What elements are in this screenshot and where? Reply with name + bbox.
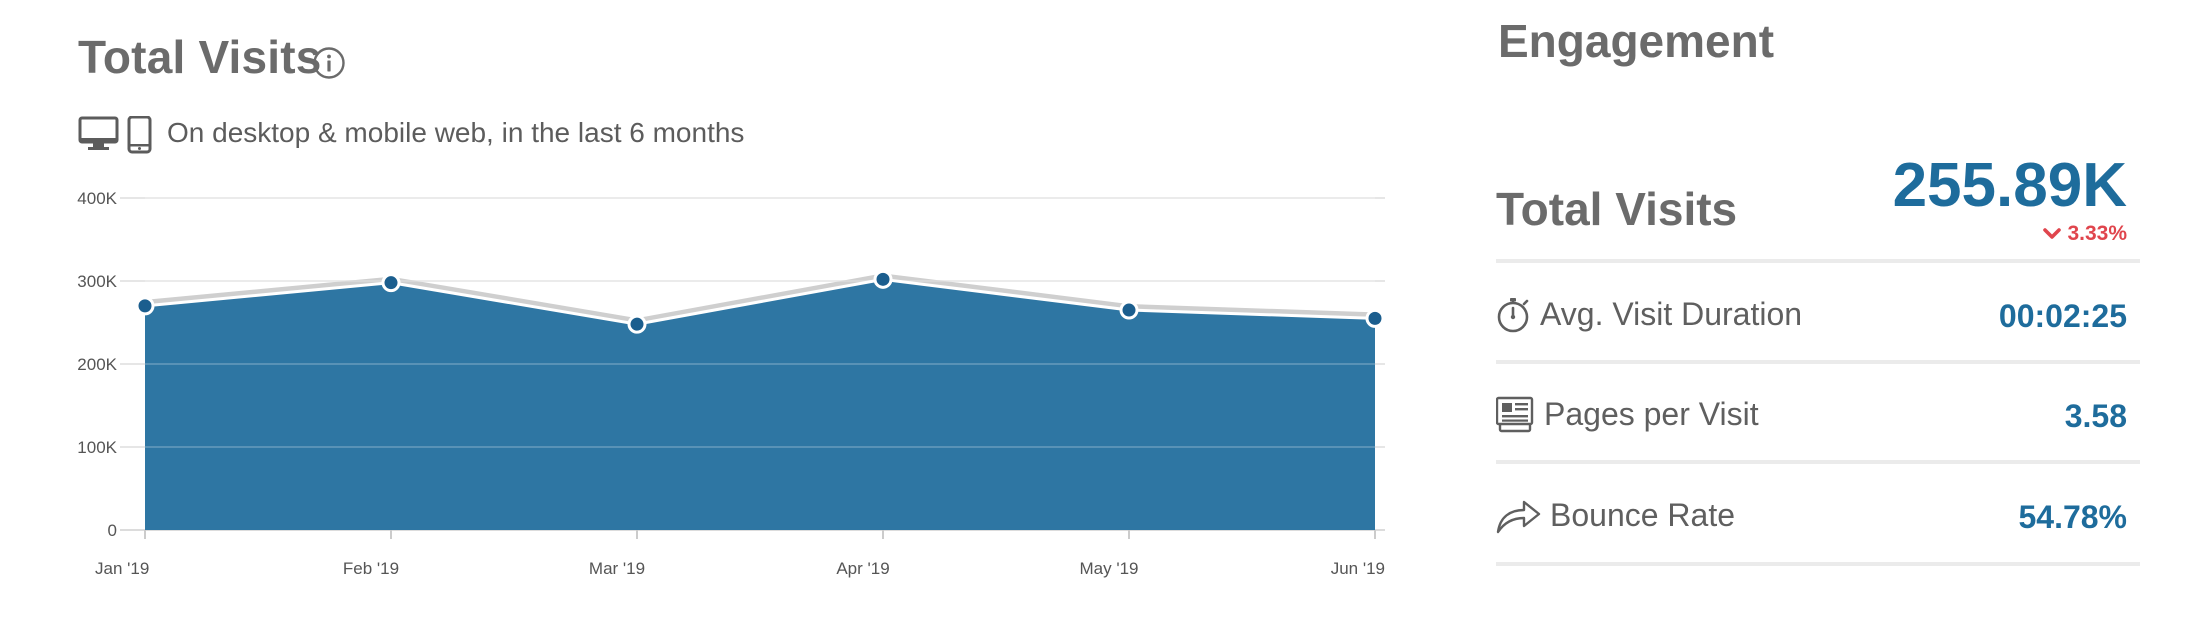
y-tick-label: 400K	[77, 189, 117, 208]
divider	[1496, 259, 2140, 263]
x-tick-label: Apr '19	[836, 559, 889, 578]
metric-row-bounce-rate: Bounce Rate 54.78%	[1496, 487, 2127, 547]
stopwatch-icon	[1497, 298, 1529, 333]
share-arrow-icon	[1496, 500, 1541, 534]
x-tick-label: Jan '19	[95, 559, 149, 578]
visits-change-value: 3.33%	[2067, 222, 2127, 245]
x-tick-label: Feb '19	[343, 559, 399, 578]
data-point-mar-19[interactable]	[627, 314, 647, 334]
pages-icon	[1496, 396, 1534, 433]
metric-label: Avg. Visit Duration	[1540, 296, 1803, 332]
desktop-icon	[78, 116, 119, 150]
metric-value: 54.78%	[2018, 499, 2127, 535]
total-visits-chart: 0 100K 200K 300K 400K Jan '19 Feb '19 Mar '19 A…	[77, 189, 1385, 578]
data-point-may-19[interactable]	[1119, 300, 1139, 320]
x-axis-ticks: Jan '19 Feb '19 Mar '19 Apr '19 May '19 Jun '…	[95, 530, 1385, 578]
y-tick-label: 300K	[77, 272, 117, 291]
x-tick-label: Jun '19	[1331, 559, 1385, 578]
device-icons	[78, 116, 152, 154]
data-point-feb-19[interactable]	[381, 273, 401, 293]
visits-change-badge: 3.33%	[2043, 222, 2127, 246]
chevron-down-icon	[2043, 228, 2062, 239]
total-visits-label: Total Visits	[1496, 183, 1738, 235]
y-tick-label: 0	[108, 521, 117, 540]
data-point-jun-19[interactable]	[1365, 308, 1385, 328]
divider	[1496, 562, 2140, 566]
metric-row-avg-visit-duration: Avg. Visit Duration 00:02:25	[1496, 286, 2127, 346]
x-tick-label: Mar '19	[589, 559, 645, 578]
data-points	[135, 269, 1385, 334]
series-line	[144, 277, 1376, 326]
mobile-icon	[127, 116, 152, 154]
y-axis-ticks: 0 100K 200K 300K 400K	[77, 189, 117, 540]
data-point-apr-19[interactable]	[873, 269, 893, 289]
series-line-shadow	[144, 273, 1376, 325]
data-point-jan-19[interactable]	[135, 296, 155, 316]
metric-label: Pages per Visit	[1544, 396, 1759, 432]
total-visits-value: 255.89K	[1892, 151, 2127, 220]
chart-title: Total Visits	[78, 31, 322, 83]
metric-label: Bounce Rate	[1550, 497, 1736, 533]
x-tick-label: May '19	[1080, 559, 1139, 578]
y-tick-label: 200K	[77, 355, 117, 374]
visits-area	[145, 279, 1375, 530]
divider	[1496, 460, 2140, 464]
divider	[1496, 360, 2140, 364]
chart-subtitle: On desktop & mobile web, in the last 6 m…	[167, 117, 745, 148]
y-tick-label: 100K	[77, 438, 117, 457]
metric-value: 00:02:25	[1998, 298, 2127, 334]
metric-value: 3.58	[2064, 398, 2127, 434]
metric-row-pages-per-visit: Pages per Visit 3.58	[1496, 386, 2127, 446]
info-icon[interactable]	[312, 46, 346, 80]
area-layer	[144, 197, 1376, 530]
engagement-heading: Engagement	[1498, 15, 1775, 67]
